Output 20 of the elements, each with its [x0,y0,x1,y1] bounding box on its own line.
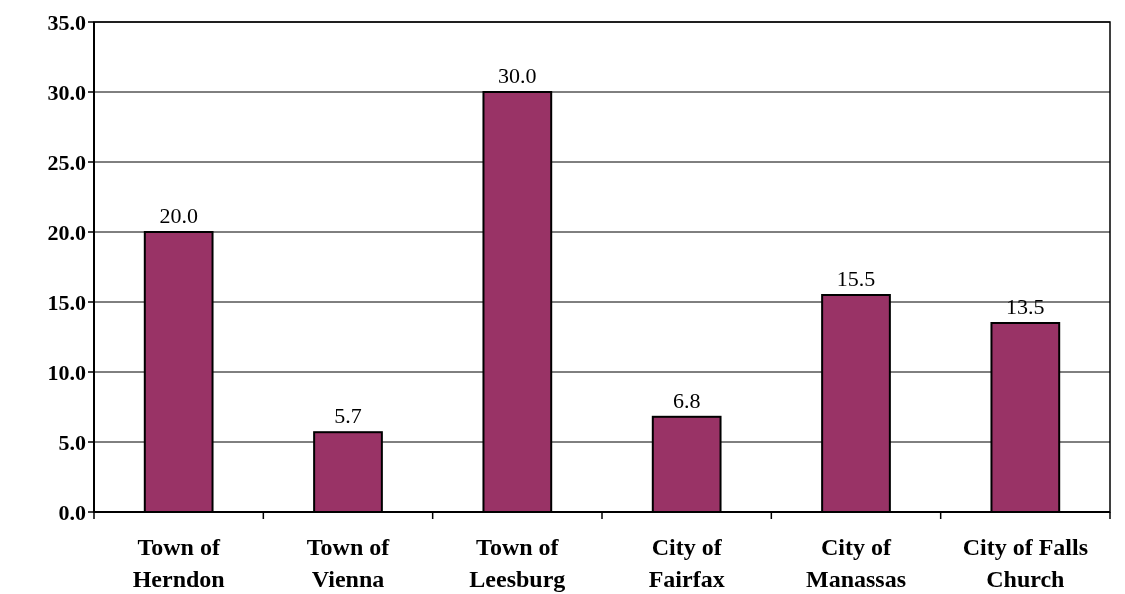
data-label: 30.0 [498,63,537,88]
data-label: 13.5 [1006,294,1045,319]
x-tick-label: Town of Vienna [306,534,391,592]
x-tick-label: City of Fairfax [648,534,725,592]
data-label: 15.5 [836,266,876,291]
y-tick-label: 0.0 [58,499,86,525]
x-tick-label: Town of Leesburg [469,534,566,592]
x-tick-label: Town of Herndon [132,534,225,592]
y-tick-label: 10.0 [47,359,86,385]
y-tick-label: 25.0 [47,149,86,175]
y-tick-label: 15.0 [47,289,86,315]
y-tick-label: 20.0 [47,219,86,245]
y-tick-label: 30.0 [47,79,86,105]
y-tick-label: 5.0 [58,429,86,455]
data-label: 6.8 [672,387,701,413]
x-tick-label: City of Falls Church [962,534,1088,592]
y-tick-label: 35.0 [47,9,86,35]
x-tick-label: City of Manassas [805,534,907,592]
data-label: 5.7 [334,403,362,429]
data-label: 20.0 [159,203,198,228]
